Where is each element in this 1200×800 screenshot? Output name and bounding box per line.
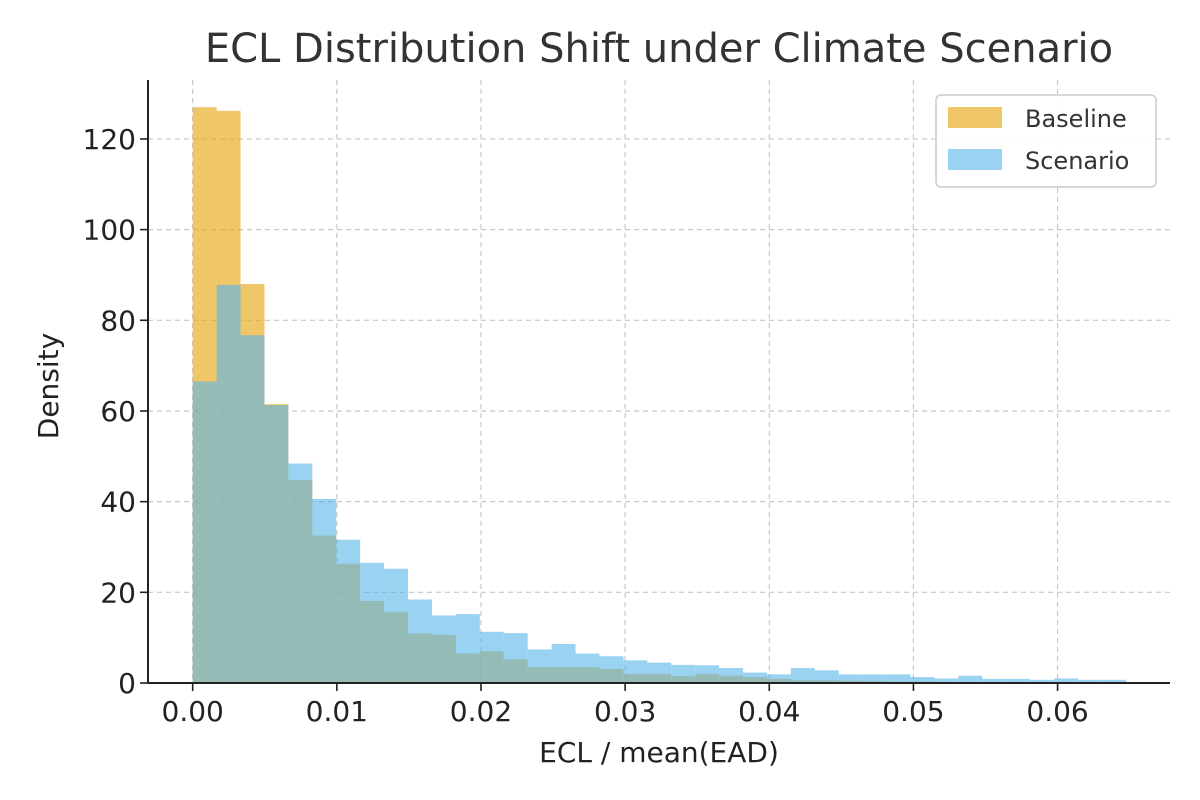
legend-label-baseline: Baseline (1025, 105, 1127, 133)
bar-scenario (934, 678, 959, 683)
bar-scenario (336, 539, 361, 683)
bar-scenario (886, 674, 911, 683)
chart-title: ECL Distribution Shift under Climate Sce… (205, 26, 1113, 72)
bar-scenario (1054, 678, 1079, 683)
legend-label-scenario: Scenario (1025, 147, 1129, 175)
bar-scenario (1078, 679, 1102, 683)
axes (147, 80, 1170, 684)
x-ticks: 0.00 0.01 0.02 0.03 0.04 0.05 0.06 (162, 683, 1089, 728)
bar-scenario (384, 568, 409, 683)
y-ticks: 0 20 40 60 80 100 120 (83, 123, 148, 700)
bar-scenario (408, 599, 432, 683)
bar-scenario (743, 672, 767, 683)
y-axis-label: Density (32, 333, 65, 439)
bar-scenario (312, 498, 337, 683)
bar-scenario (623, 660, 648, 683)
x-tick-label: 0.05 (882, 695, 944, 728)
x-tick-label: 0.04 (738, 695, 800, 728)
x-tick-label: 0.01 (306, 695, 368, 728)
x-axis-label: ECL / mean(EAD) (539, 736, 779, 769)
y-tick-label: 100 (83, 214, 136, 247)
bar-scenario (551, 644, 576, 683)
bar-scenario (719, 668, 744, 683)
legend: Baseline Scenario (935, 94, 1157, 188)
bar-scenario (479, 631, 504, 683)
bar-scenario (790, 668, 815, 683)
bar-scenario (647, 662, 672, 683)
legend-swatch-scenario (948, 149, 1002, 170)
bar-scenario (982, 678, 1007, 683)
bar-scenario (671, 664, 696, 683)
bar-scenario (240, 335, 265, 683)
bar-scenario (814, 670, 839, 683)
bar-scenario (216, 284, 241, 683)
bar-scenario (192, 381, 217, 683)
bar-scenario (575, 653, 600, 683)
y-tick-label: 0 (118, 667, 136, 700)
bar-scenario (910, 677, 935, 683)
bar-scenario (431, 615, 456, 683)
y-tick-label: 60 (100, 395, 136, 428)
bar-scenario (288, 463, 313, 683)
bar-scenario (527, 649, 552, 683)
y-tick-label: 20 (100, 576, 136, 609)
bar-scenario (958, 675, 983, 683)
y-tick-label: 80 (100, 304, 136, 337)
histogram-bars (192, 107, 1126, 684)
x-tick-label: 0.00 (162, 695, 224, 728)
bar-scenario (1030, 679, 1055, 683)
bar-scenario (1101, 679, 1126, 683)
legend-swatch-baseline (948, 107, 1002, 128)
bar-scenario (264, 405, 289, 683)
bar-scenario (695, 665, 720, 683)
bar-scenario (599, 656, 624, 683)
bar-scenario (1006, 678, 1031, 683)
bar-scenario (503, 633, 528, 683)
bar-scenario (455, 614, 480, 683)
y-tick-label: 120 (83, 123, 136, 156)
bar-scenario (766, 674, 791, 683)
y-tick-label: 40 (100, 486, 136, 519)
x-tick-label: 0.06 (1026, 695, 1088, 728)
bar-scenario (838, 674, 863, 683)
bar-scenario (360, 562, 385, 683)
x-tick-label: 0.02 (450, 695, 512, 728)
x-tick-label: 0.03 (594, 695, 656, 728)
bar-scenario (862, 674, 887, 683)
